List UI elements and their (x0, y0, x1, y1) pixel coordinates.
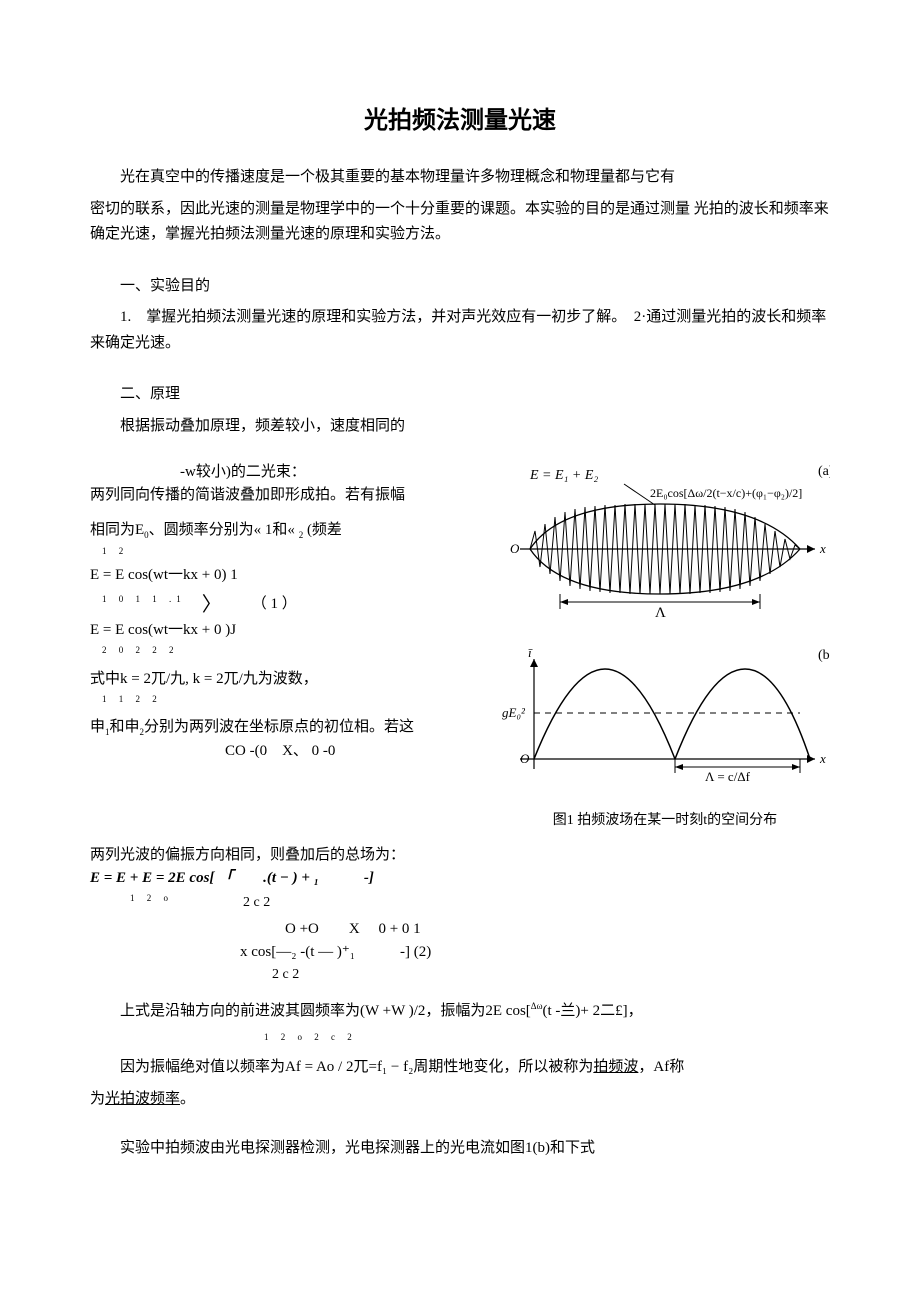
left-line-4a: 式中k = 2 (90, 671, 151, 687)
after-p1-a: 上式是沿轴方向的前进波其圆频率为(W +W )/2，振幅为2E cos[ (120, 1003, 531, 1019)
left-line-3: 相同为E0、圆频率分别为« 1和« 2 (频差 (90, 520, 470, 541)
figure-a-lambda-arrow-left-icon (560, 599, 568, 605)
figure-b-lambda-arrow-right-icon (792, 764, 800, 770)
figure-a-origin: O (510, 541, 520, 556)
section-2-para-1: 根据振动叠加原理，频差较小，速度相同的 (90, 414, 830, 440)
after-p2-a: 因为振幅绝对值以频率为Af = Aо / 2 (120, 1059, 353, 1075)
figure-b-x-arrow-icon (807, 755, 815, 763)
figure-b-lambda-eq: Λ = c/Δf (705, 769, 751, 784)
figure-b-x-label: x (819, 751, 826, 766)
after-para-2: 因为振幅绝对值以频率为Af = Aо / 2兀=f₁ − f₂周期性地变化，所以… (90, 1055, 830, 1081)
figure-b-y-top: ī (528, 645, 533, 660)
equation-1-line-1: E = E cos(wt一kx + 0) 1 (90, 565, 470, 585)
sum-eq-2a: O +O X 0 + 0 1 (90, 919, 830, 939)
equation-1-number: （ 1 ） (252, 592, 297, 613)
left-sub-1: 1 2 (102, 544, 470, 559)
document-page: 光拍频法测量光速 光在真空中的传播速度是一个极其重要的基本物理量许多物理概念和物… (0, 0, 920, 1228)
left-line-5: 申1和申2分别为两列波在坐标原点的初位相。若这 (90, 717, 470, 738)
figure-label-b: (b) (818, 648, 830, 663)
left-line-3b: 、圆频率分别为« 1和« (149, 522, 299, 538)
left-sub-2: 1 1 2 2 (102, 692, 470, 707)
page-title: 光拍频法测量光速 (90, 100, 830, 135)
after-p1-c: £]， (615, 1003, 643, 1019)
left-line-6: CO -(0 X、 0 -0 (90, 741, 470, 761)
figure-label-a: (a) (818, 464, 830, 479)
left-line-4c: /九为波数， (239, 671, 318, 687)
last-para: 实验中拍频波由光电探测器检测，光电探测器上的光电流如图1(b)和下式 (90, 1136, 830, 1162)
left-column: -w较小)的二光束： 两列同向传播的简谐波叠加即形成拍。若有振幅 相同为E0、圆… (90, 459, 470, 765)
after-p2-b: =f₁ − f₂周期性地变化，所以被称为 (368, 1059, 593, 1075)
after-p2-u1: 拍频波 (593, 1059, 638, 1075)
left-line-2: 两列同向传播的简谐波叠加即形成拍。若有振幅 (90, 485, 470, 505)
equation-1-line-2: E = E cos(wt一kx + 0 )J (90, 620, 470, 640)
after-p1-sub: 1 2 o 2 c 2 (102, 1030, 830, 1045)
figure-b-y-mid: gE₀² (502, 705, 526, 720)
sum-eq-1-sub: 1 2 o (130, 891, 173, 910)
intro-line-1: 光在真空中的传播速度是一个极其重要的基本物理量许多物理概念和物理量都与它有 (90, 165, 830, 191)
left-line-3c: (频差 (303, 522, 342, 538)
two-column-region: -w较小)的二光束： 两列同向传播的简谐波叠加即形成拍。若有振幅 相同为E0、圆… (90, 459, 830, 839)
figure-b-lambda-arrow-left-icon (675, 764, 683, 770)
right-column-figure: (a) E = E₁ + E₂ 2E₀cos[Δω/2(t−x/c)+(φ₁−φ… (500, 459, 830, 839)
section-1-heading: 一、实验目的 (90, 274, 830, 300)
left-line-5c: 分别为两列波在坐标原点的初位相。若这 (144, 719, 414, 735)
after-p2-d: 为 (90, 1091, 105, 1107)
after-p1-b: (t -兰)+ 2 (543, 1003, 601, 1019)
figure-1-svg: (a) E = E₁ + E₂ 2E₀cos[Δω/2(t−x/c)+(φ₁−φ… (500, 459, 830, 799)
figure-b-origin: O (520, 751, 530, 766)
left-line-5b: 和申 (110, 719, 140, 735)
equation-1-sub-1: 1 0 1 1 .1 (102, 592, 186, 607)
figure-1-caption: 图1 拍频波场在某一时刻t的空间分布 (500, 809, 830, 833)
sum-eq-2b-den: 2 c 2 (90, 966, 830, 985)
figure-b-curve (534, 669, 810, 759)
sum-para-1: 两列光波的偏振方向相同，则叠加后的总场为： (90, 845, 830, 865)
sum-eq-2b: x cos[—₂ -(t — )⁺₁ -] (2) (90, 942, 830, 962)
sum-eq-1-den: 2 c 2 (243, 894, 270, 913)
section-1-item-1: 1. 掌握光拍频法测量光速的原理和实验方法，并对声光效应有一初步了解。 2·通过… (90, 305, 830, 356)
left-line-1: -w较小)的二光束： (90, 462, 470, 482)
figure-b-y-arrow-icon (530, 659, 538, 667)
figure-a-x-arrow-icon (807, 545, 815, 553)
left-line-5a: 申 (90, 719, 105, 735)
sum-eq-1: E = E + E = 2E cos[ 「 .(t − ) + ₁ -] (90, 868, 830, 888)
figure-expr-e: E = E₁ + E₂ (529, 468, 598, 483)
after-p2-c: ，Af称 (638, 1059, 684, 1075)
figure-a-lambda-label: Λ (655, 605, 666, 621)
after-para-2b: 为光拍波频率。 (90, 1087, 830, 1113)
equation-1-brace: 〉 (202, 588, 222, 617)
after-p2-u2: 光拍波频率 (105, 1091, 180, 1107)
left-line-4: 式中k = 2兀/九, k = 2兀/九为波数， (90, 669, 470, 689)
left-line-3a: 相同为E (90, 522, 144, 538)
section-2-heading: 二、原理 (90, 382, 830, 408)
figure-a-x-label: x (819, 541, 826, 556)
after-para-1: 上式是沿轴方向的前进波其圆频率为(W +W )/2，振幅为2E cos[Δω(t… (90, 999, 830, 1025)
intro-line-2: 密切的联系，因此光速的测量是物理学中的一个十分重要的课题。本实验的目的是通过测量… (90, 197, 830, 248)
figure-a-lambda-arrow-right-icon (752, 599, 760, 605)
left-line-4b: /九, k = 2 (166, 671, 224, 687)
after-p2-e: 。 (180, 1091, 195, 1107)
figure-expr-env: 2E₀cos[Δω/2(t−x/c)+(φ₁−φ₂)/2] (650, 486, 802, 500)
equation-1-sub-2: 2 0 2 2 2 (102, 643, 470, 658)
